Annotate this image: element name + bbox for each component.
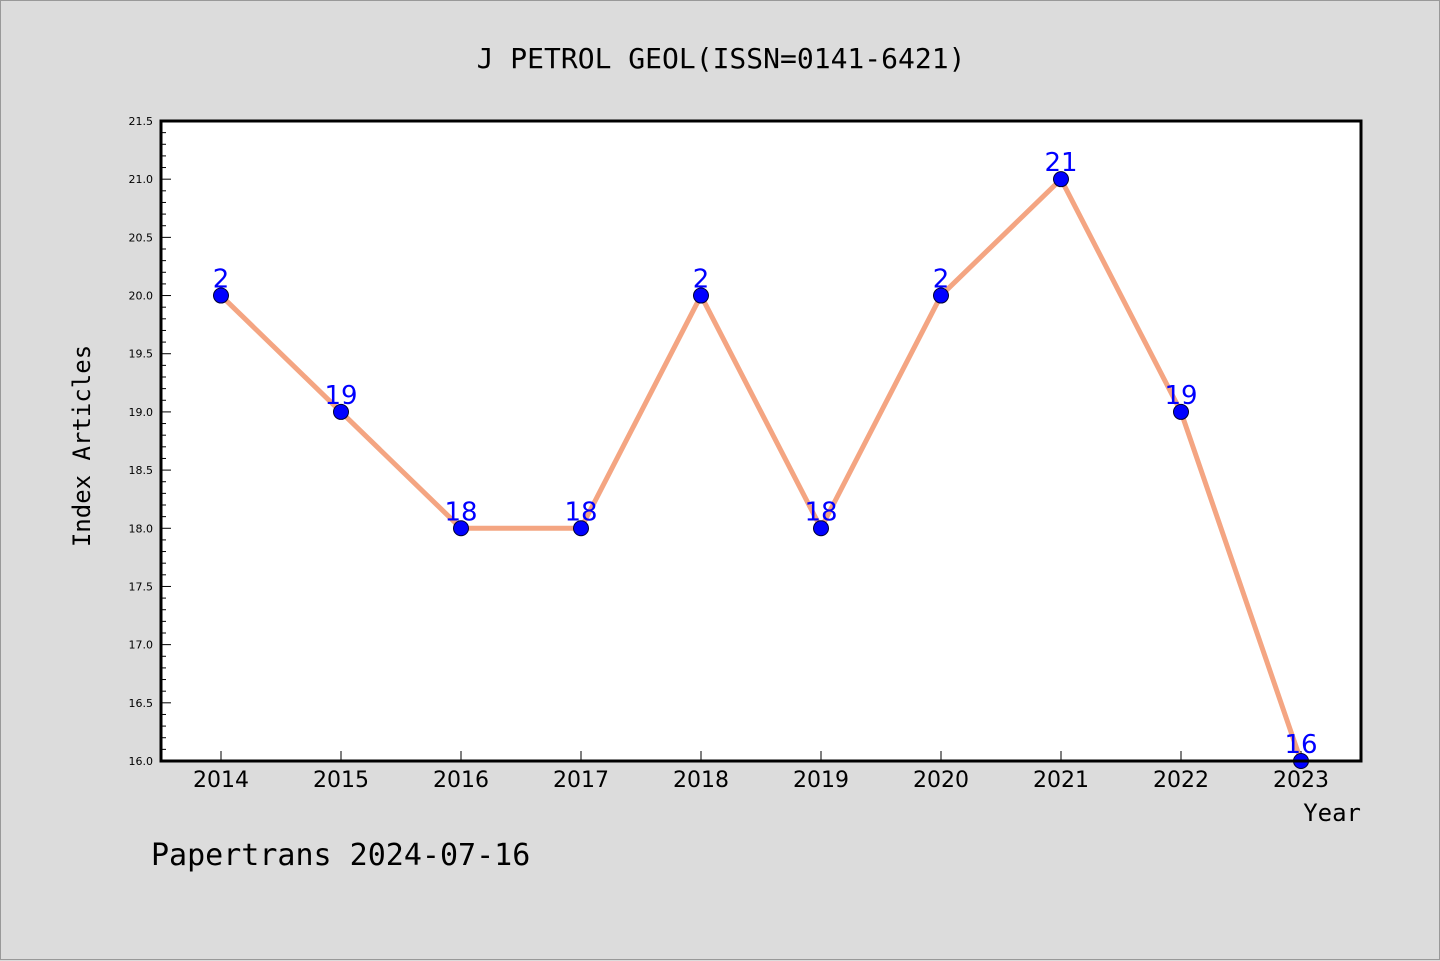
x-tick-label: 2014 <box>193 768 249 793</box>
data-point <box>1173 403 1189 420</box>
data-label: 21 <box>1044 148 1077 178</box>
data-labels: 2 19 18 18 2 18 2 21 19 16 <box>213 148 1318 760</box>
data-label: 2 <box>213 265 230 295</box>
x-tick-label: 2022 <box>1153 768 1209 793</box>
plot-border <box>159 119 1363 763</box>
data-point <box>693 287 709 304</box>
y-tick-label: 16.0 <box>129 755 154 768</box>
chart-title: J PETROL GEOL(ISSN=0141-6421) <box>477 42 966 75</box>
y-tick-label: 18.5 <box>129 464 154 477</box>
y-tick-label: 17.0 <box>129 639 154 652</box>
x-tick-label: 2015 <box>313 768 369 793</box>
x-tick-label: 2017 <box>553 768 609 793</box>
data-point <box>1053 171 1069 188</box>
y-tick-label: 20.5 <box>129 231 154 244</box>
plot-area <box>161 121 1361 761</box>
y-tick-label: 19.5 <box>129 348 154 361</box>
x-tick-label: 2020 <box>913 768 969 793</box>
series-line <box>219 176 1304 762</box>
data-label: 18 <box>444 497 477 527</box>
data-label: 18 <box>564 497 597 527</box>
data-label: 19 <box>324 381 357 411</box>
x-axis-label: Year <box>1303 799 1361 827</box>
data-point <box>573 520 589 537</box>
data-point <box>933 287 949 304</box>
data-label: 18 <box>804 497 837 527</box>
y-tick-label: 20.0 <box>129 290 154 303</box>
x-tick-label: 2019 <box>793 768 849 793</box>
y-tick-label: 21.5 <box>129 115 154 128</box>
y-tick-label: 16.5 <box>129 697 154 710</box>
x-tick-label: 2021 <box>1033 768 1089 793</box>
data-markers <box>213 171 1309 769</box>
x-tick-label: 2016 <box>433 768 489 793</box>
x-axis: 2014 2015 2016 2017 2018 2019 2020 2021 2022 2023 <box>193 751 1329 793</box>
y-tick-label: 17.5 <box>129 580 154 593</box>
data-label: 2 <box>693 265 710 295</box>
y-axis-label: Index Articles <box>68 345 96 547</box>
y-tick-label: 21.0 <box>129 173 154 186</box>
data-point <box>213 287 229 304</box>
footer-text: Papertrans 2024-07-16 <box>151 838 530 873</box>
x-tick-label: 2018 <box>673 768 729 793</box>
data-label: 16 <box>1284 730 1317 760</box>
x-tick-label: 2023 <box>1273 768 1329 793</box>
data-point <box>453 520 469 537</box>
data-label: 2 <box>933 265 950 295</box>
data-point <box>333 403 349 420</box>
data-point <box>813 520 829 537</box>
data-label: 19 <box>1164 381 1197 411</box>
y-tick-label: 19.0 <box>129 406 154 419</box>
y-tick-label: 18.0 <box>129 522 154 535</box>
